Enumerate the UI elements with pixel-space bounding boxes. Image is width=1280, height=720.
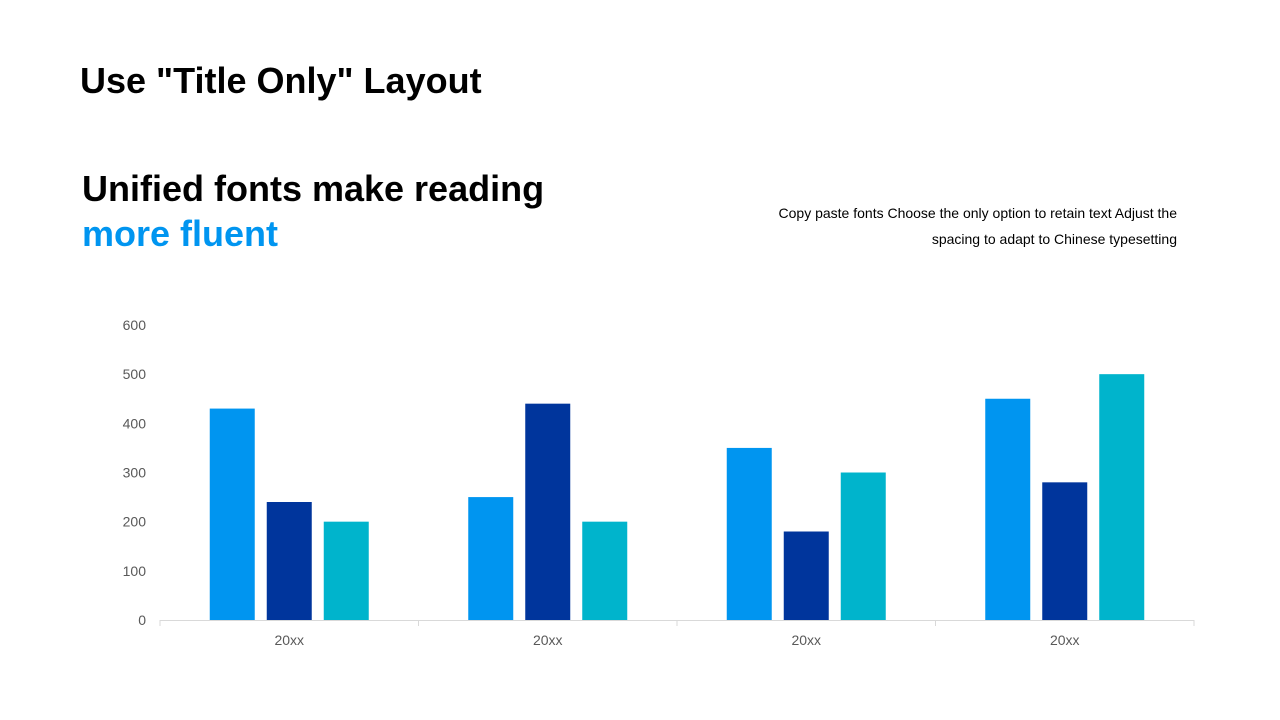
y-tick-label: 200 xyxy=(123,514,147,530)
headline-line-1: Unified fonts make reading xyxy=(82,168,545,209)
bar xyxy=(582,521,628,620)
x-tick-label: 20xx xyxy=(1050,632,1080,648)
bar xyxy=(1042,482,1088,620)
bar xyxy=(323,521,369,620)
bar xyxy=(726,447,772,620)
y-tick-label: 100 xyxy=(123,563,147,579)
bar xyxy=(840,472,886,620)
x-tick-label: 20xx xyxy=(533,632,563,648)
bar xyxy=(209,408,255,620)
x-axis: 20xx 20xx 20xx 20xx xyxy=(159,620,1195,648)
headline: Unified fonts make reading more fluent xyxy=(82,166,544,256)
x-tick-label: 20xx xyxy=(274,632,304,648)
bar xyxy=(266,502,312,620)
y-tick-label: 600 xyxy=(123,317,147,333)
bar xyxy=(783,531,829,620)
y-axis-ticks: 0 100 200 300 400 500 600 xyxy=(123,317,147,628)
bar xyxy=(468,497,514,620)
y-tick-label: 300 xyxy=(123,465,147,481)
bar xyxy=(1099,374,1145,620)
bar xyxy=(985,398,1031,620)
bar xyxy=(525,403,571,620)
y-tick-label: 400 xyxy=(123,415,147,431)
headline-line-2-highlight: more fluent xyxy=(82,213,279,254)
x-tick-label: 20xx xyxy=(791,632,821,648)
slide-title: Use "Title Only" Layout xyxy=(80,60,482,101)
y-tick-label: 500 xyxy=(123,366,147,382)
y-tick-label: 0 xyxy=(138,612,146,628)
description-text: Copy paste fonts Choose the only option … xyxy=(778,205,1177,247)
bars xyxy=(209,374,1145,620)
